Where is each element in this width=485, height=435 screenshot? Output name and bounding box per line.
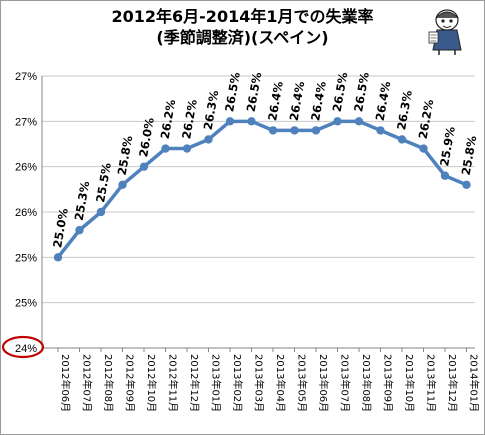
y-axis-ticks: 24% 25% 25% 26% 26% 27% 27% <box>1 71 45 359</box>
chart-title: 2012年6月-2014年1月での失業率 (季節調整済)(スペイン) <box>0 6 485 48</box>
data-label: 26.5% <box>244 71 265 113</box>
data-point <box>225 117 235 126</box>
data-label: 25.8% <box>459 134 480 176</box>
series-unemployment-rate <box>53 117 471 262</box>
x-tick-label: 2013年01月 <box>210 354 223 412</box>
data-point <box>333 117 342 126</box>
data-point <box>247 117 256 126</box>
mascot-logo <box>428 9 462 55</box>
data-point <box>182 144 192 153</box>
data-point <box>96 207 106 217</box>
x-tick-label: 2014年01月 <box>468 354 481 412</box>
x-tick-label: 2013年06月 <box>317 354 330 412</box>
data-label: 26.4% <box>265 80 286 122</box>
x-tick-label: 2012年08月 <box>102 354 115 412</box>
data-point <box>139 162 149 171</box>
x-tick-label: 2013年09月 <box>382 354 395 412</box>
y-tick-label: 27% <box>15 71 37 83</box>
data-label: 26.2% <box>158 98 179 140</box>
data-label: 26.0% <box>136 116 157 158</box>
highlight-ellipse <box>1 335 45 359</box>
data-point <box>161 144 170 153</box>
x-tick-label: 2012年10月 <box>145 354 158 412</box>
data-label: 26.3% <box>394 89 415 131</box>
data-point <box>397 135 407 144</box>
x-tick-label: 2012年06月 <box>59 354 72 412</box>
data-point <box>53 253 63 262</box>
y-tick-label: 27% <box>15 116 37 128</box>
chart-title-line-1: 2012年6月-2014年1月での失業率 <box>111 7 374 26</box>
data-label: 26.4% <box>373 80 394 122</box>
data-label: 25.3% <box>72 179 93 221</box>
data-point <box>440 171 450 180</box>
x-tick-label: 2012年12月 <box>188 354 201 412</box>
x-tick-label: 2012年11月 <box>167 354 180 412</box>
data-label: 26.3% <box>201 89 222 131</box>
data-point <box>118 180 127 189</box>
data-point <box>290 126 299 135</box>
data-label: 26.5% <box>222 71 243 113</box>
data-label: 26.2% <box>179 98 200 140</box>
data-point <box>268 126 278 135</box>
data-label: 25.9% <box>437 125 458 167</box>
x-tick-label: 2013年11月 <box>425 354 438 412</box>
data-point <box>204 135 213 144</box>
x-tick-label: 2013年04月 <box>274 354 287 412</box>
data-label: 26.5% <box>330 71 351 113</box>
y-tick-label: 26% <box>15 162 37 174</box>
x-tick-label: 2013年12月 <box>446 354 459 412</box>
data-label: 25.5% <box>93 161 114 203</box>
x-tick-label: 2013年08月 <box>360 354 373 412</box>
x-tick-label: 2013年10月 <box>403 354 416 412</box>
data-point <box>462 180 471 189</box>
x-tick-label: 2013年07月 <box>339 354 352 412</box>
data-label: 25.8% <box>115 134 136 176</box>
data-label: 26.5% <box>351 71 372 113</box>
y-tick-label: 26% <box>15 207 37 219</box>
data-point <box>376 126 385 135</box>
x-tick-label: 2013年03月 <box>253 354 266 412</box>
chart-title-line-2: (季節調整済)(スペイン) <box>156 28 329 47</box>
y-tick-label: 24% <box>15 343 37 355</box>
x-tick-label: 2012年09月 <box>124 354 137 412</box>
data-label: 26.2% <box>416 98 437 140</box>
x-axis-ticks: 2012年06月 2012年07月 2012年08月 2012年09月 2012年10月… <box>57 348 481 412</box>
data-point <box>75 225 84 235</box>
data-point <box>311 126 321 135</box>
data-label: 26.4% <box>308 80 329 122</box>
x-tick-label: 2013年05月 <box>296 354 309 412</box>
grid-lines <box>42 75 475 304</box>
data-point <box>354 117 364 126</box>
y-tick-label: 25% <box>15 298 37 310</box>
data-labels: 25.0%25.3% 25.5%25.8% 26.0% 26.2% 26.2% 26.3%… <box>50 71 479 249</box>
data-label: 25.0% <box>50 207 71 249</box>
axes <box>41 76 475 349</box>
data-label: 26.4% <box>287 80 308 122</box>
x-tick-label: 2012年07月 <box>81 354 94 412</box>
y-tick-label: 25% <box>15 252 37 264</box>
data-point <box>419 144 428 153</box>
x-tick-label: 2013年02月 <box>231 354 244 412</box>
